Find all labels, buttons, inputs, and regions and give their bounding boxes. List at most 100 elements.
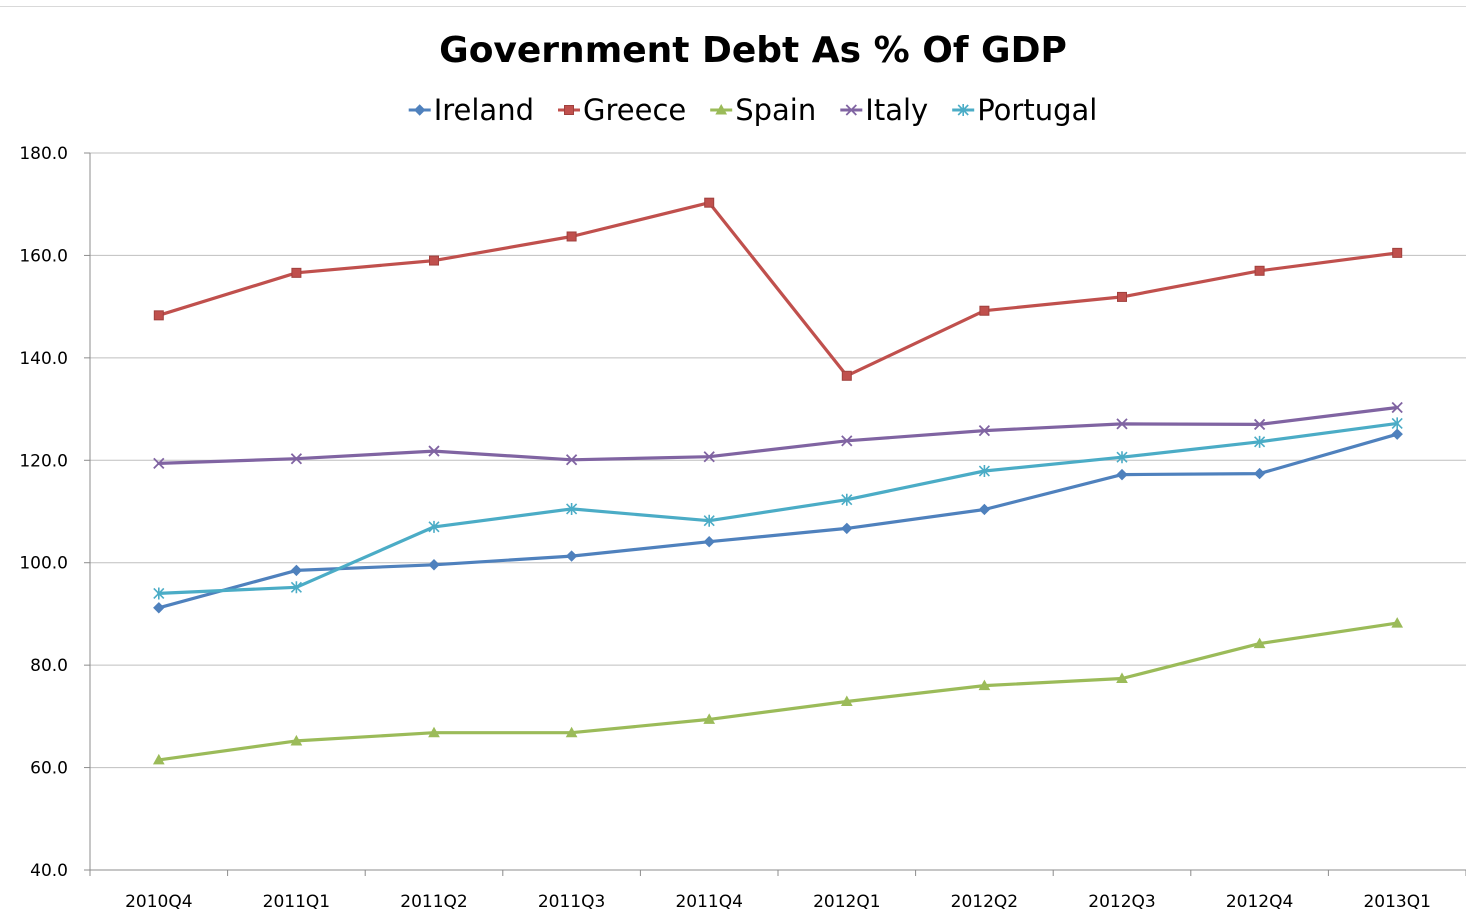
y-tick-label: 80.0: [30, 656, 68, 676]
data-point-greece: [1392, 247, 1403, 258]
data-point-portugal: [841, 493, 853, 506]
legend-label-italy: Italy: [865, 93, 928, 127]
data-point-portugal: [153, 587, 165, 600]
data-point-spain: [840, 695, 853, 707]
y-tick-label: 160.0: [19, 246, 68, 266]
legend-label-greece: Greece: [583, 93, 686, 127]
data-point-spain: [978, 679, 991, 691]
legend-item-portugal: Portugal: [952, 93, 1097, 127]
data-point-greece: [841, 370, 852, 381]
series-line-greece: [157, 201, 1399, 378]
series-line-portugal: [157, 421, 1399, 596]
legend-marker-icon: [715, 103, 728, 115]
x-tick-label: 2011Q2: [400, 892, 467, 912]
data-point-greece: [153, 310, 164, 321]
x-axis: 2010Q4 2011Q1 2011Q2 2011Q3 2011Q4 2012Q1 2012…: [89, 869, 1466, 912]
data-point-greece: [1254, 265, 1265, 276]
legend-marker-icon: [845, 104, 857, 116]
data-point-ireland: [428, 559, 440, 571]
data-point-portugal: [566, 502, 578, 515]
data-point-spain: [428, 726, 440, 738]
legend-item-greece: Greece: [558, 93, 686, 127]
data-point-spain: [1391, 617, 1404, 628]
data-point-spain: [1116, 672, 1128, 683]
legend-marker-icon: [564, 105, 574, 115]
legend-marker-portugal: [957, 104, 969, 116]
data-point-portugal: [290, 581, 302, 594]
x-tick-label: 2011Q1: [263, 892, 330, 912]
data-point-italy: [703, 451, 715, 463]
legend-label-spain: Spain: [735, 93, 816, 127]
legend-marker-greece: [564, 105, 574, 115]
x-tick-label: 2012Q2: [951, 892, 1018, 912]
y-tick-label: 100.0: [19, 554, 68, 574]
data-point-greece: [291, 267, 302, 278]
series-line-ireland: [157, 432, 1399, 610]
y-tick-label: 120.0: [19, 451, 68, 471]
series-layer: [152, 197, 1404, 765]
data-point-ireland: [1391, 428, 1403, 440]
data-point-ireland: [703, 536, 715, 548]
data-point-ireland: [153, 602, 165, 614]
y-tick-label: 180.0: [19, 144, 68, 164]
series-line-italy: [157, 405, 1399, 465]
data-point-greece: [1117, 291, 1127, 302]
series-ireland: [153, 428, 1403, 614]
data-point-ireland: [290, 564, 303, 577]
data-point-italy: [153, 457, 165, 469]
data-point-italy: [1253, 418, 1266, 431]
series-greece: [153, 197, 1403, 381]
data-point-italy: [978, 424, 991, 437]
data-point-spain: [1253, 637, 1266, 649]
data-point-portugal: [1116, 451, 1128, 464]
data-point-spain: [565, 726, 578, 738]
x-tick-label: 2012Q1: [813, 892, 880, 912]
legend-item-spain: Spain: [710, 93, 816, 127]
data-point-portugal: [1391, 417, 1403, 430]
series-spain: [152, 617, 1404, 765]
legend-marker-icon: [957, 104, 969, 116]
legend-item-ireland: Ireland: [408, 93, 534, 127]
legend-marker-italy: [845, 104, 857, 116]
y-axis: 40.0 60.0 80.0 100.0 120.0 140.0 160.0 180.0: [19, 144, 91, 881]
chart-legend: Ireland Greece Spain Italy Portugal: [408, 93, 1097, 127]
data-point-italy: [841, 435, 853, 447]
x-tick-label: 2013Q1: [1363, 892, 1430, 912]
legend-marker-icon: [413, 104, 426, 116]
grid-lines: [90, 152, 1466, 769]
data-point-greece: [566, 231, 577, 242]
x-tick-label: 2011Q4: [675, 892, 742, 912]
series-line-spain: [157, 621, 1399, 762]
y-tick-label: 40.0: [30, 861, 68, 881]
data-point-portugal: [978, 465, 990, 478]
chart-title: Government Debt As % Of GDP: [439, 30, 1067, 71]
y-tick-label: 60.0: [30, 759, 68, 779]
data-point-ireland: [978, 503, 991, 516]
series-portugal: [153, 417, 1403, 600]
data-point-spain: [290, 734, 303, 746]
data-point-greece: [979, 305, 990, 316]
data-point-greece: [429, 255, 439, 266]
x-tick-label: 2011Q3: [538, 892, 605, 912]
data-point-ireland: [1116, 468, 1128, 481]
data-point-italy: [290, 453, 303, 465]
data-point-portugal: [1254, 435, 1266, 448]
x-tick-label: 2012Q4: [1226, 892, 1293, 912]
series-italy: [153, 401, 1403, 469]
data-point-spain: [703, 713, 716, 724]
legend-item-italy: Italy: [840, 93, 928, 127]
legend-marker-spain: [715, 103, 728, 115]
x-tick-label: 2012Q3: [1088, 892, 1155, 912]
data-point-ireland: [565, 550, 578, 562]
data-point-portugal: [428, 520, 440, 533]
data-point-italy: [1391, 401, 1403, 414]
data-point-italy: [428, 445, 440, 457]
data-point-portugal: [703, 514, 715, 527]
data-point-greece: [704, 197, 715, 208]
x-tick-label: 2010Q4: [125, 892, 192, 912]
top-divider: [0, 6, 1466, 7]
data-point-ireland: [841, 522, 853, 535]
data-point-spain: [152, 753, 165, 765]
legend-label-portugal: Portugal: [977, 93, 1097, 127]
